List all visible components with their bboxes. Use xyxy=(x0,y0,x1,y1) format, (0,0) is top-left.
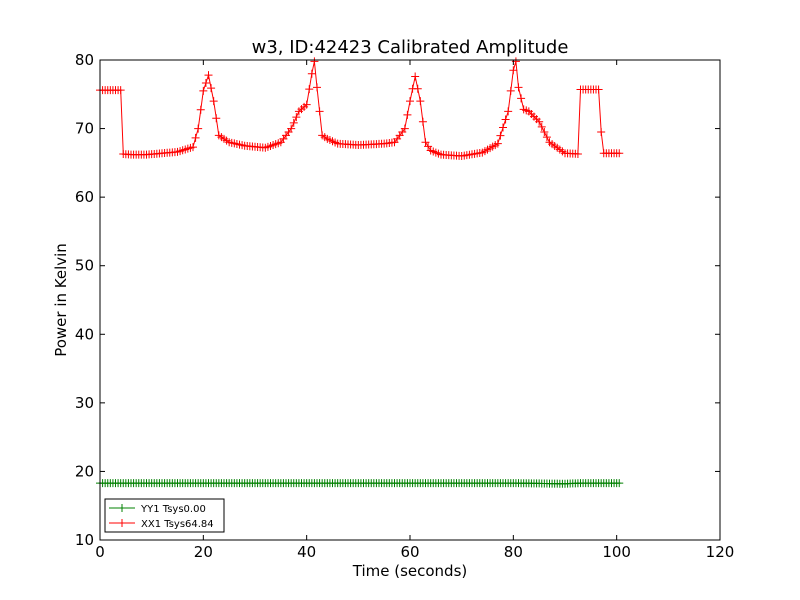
data-point xyxy=(292,113,301,122)
data-point xyxy=(406,97,414,106)
data-point xyxy=(501,115,510,124)
y-tick-label: 60 xyxy=(75,188,94,206)
data-point xyxy=(189,143,197,152)
data-point xyxy=(615,149,624,158)
data-point xyxy=(302,100,311,109)
data-point xyxy=(615,479,624,488)
data-point xyxy=(313,83,321,92)
data-point xyxy=(287,124,296,133)
data-point xyxy=(191,133,200,142)
x-tick-label: 60 xyxy=(400,543,419,561)
data-point xyxy=(196,105,205,114)
series-1 xyxy=(96,57,624,160)
data-point xyxy=(411,72,420,81)
x-tick-label: 100 xyxy=(602,543,631,561)
data-point xyxy=(540,128,549,136)
data-point xyxy=(594,85,603,94)
legend-marker xyxy=(118,519,126,527)
y-tick-label: 30 xyxy=(75,394,94,412)
x-tick-label: 80 xyxy=(504,543,523,561)
y-tick-label: 10 xyxy=(75,531,94,549)
x-tick-label: 20 xyxy=(194,543,213,561)
x-tick-label: 40 xyxy=(297,543,316,561)
data-point xyxy=(305,85,314,94)
legend: YY1 Tsys0.00 XX1 Tsys64.84 xyxy=(104,498,225,533)
data-point xyxy=(504,107,513,116)
y-tick-label: 40 xyxy=(75,325,94,343)
series-0 xyxy=(96,479,624,488)
data-point xyxy=(509,66,518,75)
legend-entries: YY1 Tsys0.00 XX1 Tsys64.84 xyxy=(109,504,214,530)
data-point xyxy=(597,128,606,136)
data-point xyxy=(310,57,319,66)
data-point xyxy=(204,71,213,80)
data-point xyxy=(212,114,221,123)
data-point xyxy=(535,117,544,126)
data-point xyxy=(506,86,515,95)
chart-title: w3, ID:42423 Calibrated Amplitude xyxy=(252,37,569,58)
data-point xyxy=(199,86,208,95)
data-point xyxy=(413,84,422,93)
data-point xyxy=(496,131,505,140)
y-axis-label: Power in Kelvin xyxy=(52,243,70,357)
y-tick-label: 50 xyxy=(75,257,94,275)
data-point xyxy=(116,86,125,95)
x-tick-label: 0 xyxy=(95,543,105,561)
data-point xyxy=(289,118,298,127)
data-point xyxy=(424,142,433,151)
legend-marker xyxy=(118,504,126,512)
data-point xyxy=(307,69,316,78)
x-tick-label: 120 xyxy=(706,543,735,561)
data-point xyxy=(499,123,507,132)
y-tick-label: 80 xyxy=(75,51,94,69)
ticks-layer: 0 20 40 60 80 100 120 10 20 30 40 50 60 70 80 xyxy=(75,51,734,561)
legend-label: YY1 Tsys0.00 xyxy=(140,504,206,515)
data-point xyxy=(542,133,551,142)
y-tick-label: 20 xyxy=(75,462,94,480)
data-point xyxy=(403,110,412,119)
data-point xyxy=(514,83,523,92)
data-point xyxy=(194,124,203,133)
data-point xyxy=(517,94,526,103)
data-point xyxy=(209,97,218,106)
data-point xyxy=(400,124,409,133)
x-axis-label: Time (seconds) xyxy=(352,562,468,580)
plot-layer xyxy=(96,57,624,488)
data-point xyxy=(421,138,430,147)
data-point xyxy=(537,122,546,131)
data-point xyxy=(573,149,582,158)
data-point xyxy=(315,107,324,116)
legend-box xyxy=(104,498,225,533)
legend-label: XX1 Tsys64.84 xyxy=(141,519,214,530)
data-point xyxy=(418,117,427,126)
data-point xyxy=(493,139,502,148)
plot-frame xyxy=(99,59,721,541)
y-tick-label: 70 xyxy=(75,120,94,138)
data-point xyxy=(201,78,210,87)
data-point xyxy=(207,84,216,93)
data-point xyxy=(416,97,425,106)
